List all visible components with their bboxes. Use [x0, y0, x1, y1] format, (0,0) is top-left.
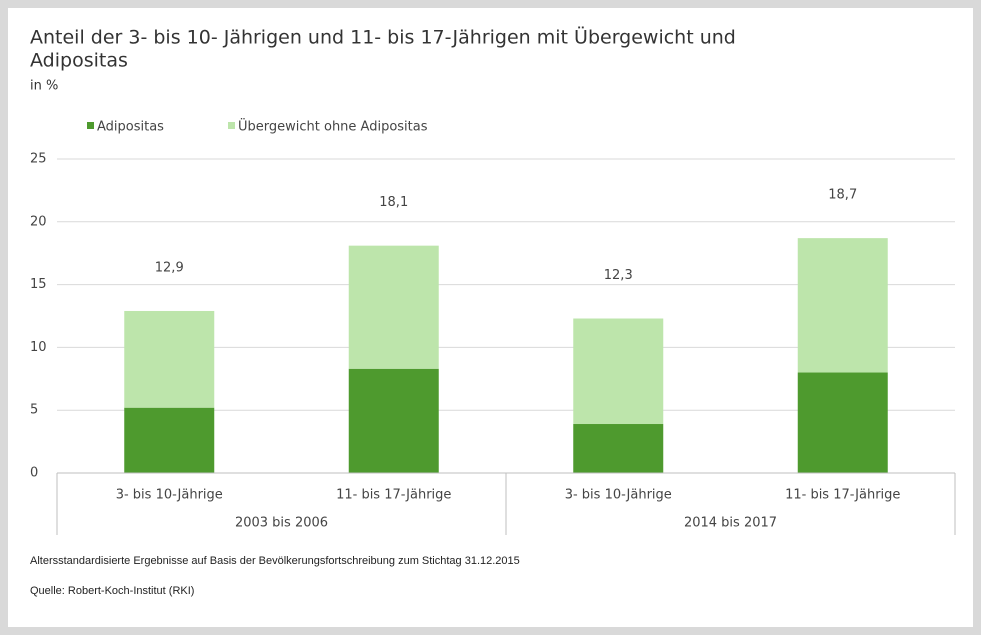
- y-tick-label: 20: [30, 214, 47, 229]
- bar-segment: [124, 310, 215, 408]
- chart-title: Anteil der 3- bis 10- Jährigen und 11- b…: [30, 26, 736, 49]
- chart-title: Adipositas: [30, 50, 128, 72]
- bar-segment: [797, 238, 888, 373]
- legend-label: Adipositas: [97, 120, 164, 135]
- legend-swatch: [87, 122, 94, 129]
- x-tick-label: 11- bis 17-Jährige: [785, 488, 900, 503]
- y-tick-label: 0: [30, 466, 38, 481]
- x-tick-label: 11- bis 17-Jährige: [336, 488, 451, 503]
- x-tick-label: 3- bis 10-Jährige: [565, 488, 672, 503]
- y-tick-label: 25: [30, 152, 47, 167]
- total-label: 12,3: [604, 268, 633, 283]
- bar-segment: [348, 245, 439, 369]
- bar-segment: [348, 368, 439, 473]
- legend-label: Übergewicht ohne Adipositas: [238, 118, 428, 135]
- bar-segment: [573, 318, 664, 425]
- y-tick-label: 15: [30, 277, 47, 292]
- bar-segment: [797, 372, 888, 473]
- x-tick-label: 3- bis 10-Jährige: [116, 488, 223, 503]
- footnote: Altersstandardisierte Ergebnisse auf Bas…: [30, 555, 520, 567]
- total-label: 12,9: [155, 260, 184, 275]
- group-label: 2003 bis 2006: [235, 516, 328, 531]
- total-label: 18,7: [828, 188, 857, 203]
- footnote: Quelle: Robert-Koch-Institut (RKI): [30, 585, 194, 597]
- bar-segment: [124, 407, 215, 473]
- bar-segment: [573, 424, 664, 473]
- legend-swatch: [228, 122, 235, 129]
- y-tick-label: 5: [30, 403, 38, 418]
- group-label: 2014 bis 2017: [684, 516, 777, 531]
- subtitle: in %: [30, 79, 58, 94]
- total-label: 18,1: [379, 195, 408, 210]
- y-tick-label: 10: [30, 340, 47, 355]
